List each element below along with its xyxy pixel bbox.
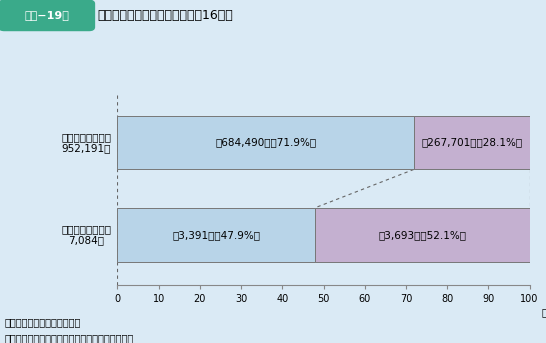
Text: 夜3,693件（52.1%）: 夜3,693件（52.1%） (378, 230, 466, 240)
Text: ２　（　）内は，発生件数の構成率である。: ２ （ ）内は，発生件数の構成率である。 (4, 333, 134, 343)
Text: 夜267,701件（28.1%）: 夜267,701件（28.1%） (421, 138, 523, 147)
Bar (117, 116, 414, 169)
Text: 交通事故発生件数
952,191件: 交通事故発生件数 952,191件 (61, 132, 111, 153)
Bar (117, 208, 315, 262)
Text: 第１−19図: 第１−19図 (24, 10, 69, 21)
Bar (414, 116, 530, 169)
Text: 昼3,391件（47.9%）: 昼3,391件（47.9%） (172, 230, 260, 240)
Text: 昼684,490件（71.9%）: 昼684,490件（71.9%） (215, 138, 316, 147)
Text: 死亡事故発生件数
7,084件: 死亡事故発生件数 7,084件 (61, 224, 111, 246)
Bar (315, 208, 530, 262)
Text: 昼夜別交通事故発生件数（平成16年）: 昼夜別交通事故発生件数（平成16年） (97, 9, 233, 22)
Text: 注　１　警察庁資料による。: 注 １ 警察庁資料による。 (4, 317, 81, 327)
Text: （%）: （%） (542, 307, 546, 317)
